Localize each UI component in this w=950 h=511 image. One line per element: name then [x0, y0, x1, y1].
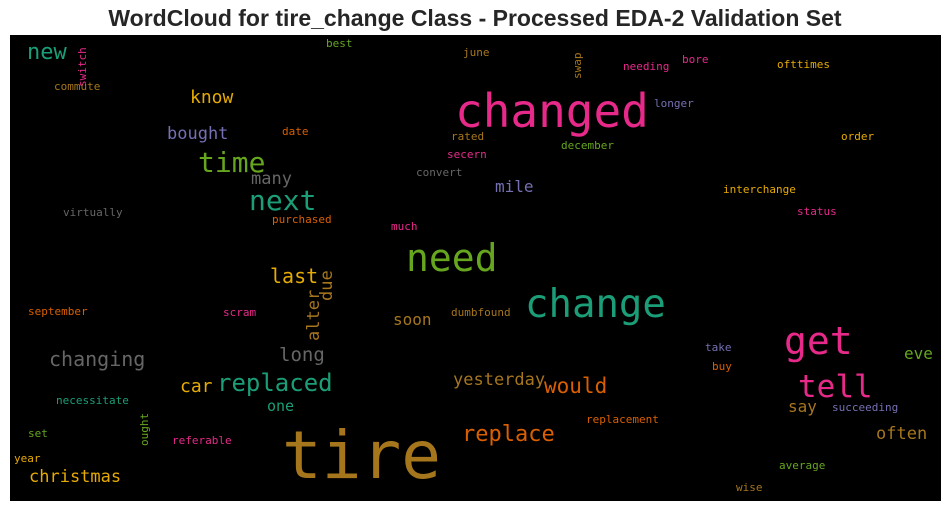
word-tell: tell [798, 369, 873, 405]
word-average: average [779, 459, 826, 472]
word-replace: replace [462, 422, 555, 447]
word-get: get [784, 319, 853, 363]
word-virtually: virtually [63, 206, 123, 219]
word-often: often [876, 424, 928, 444]
word-changing: changing [49, 347, 146, 371]
word-commute: commute [54, 80, 101, 93]
chart-title: WordCloud for tire_change Class - Proces… [108, 5, 842, 31]
word-car: car [180, 376, 213, 397]
word-much: much [391, 220, 418, 233]
word-best: best [326, 37, 353, 50]
word-replaced: replaced [217, 369, 333, 397]
word-rated: rated [451, 130, 485, 143]
word-time: time [198, 146, 266, 179]
word-next: next [249, 184, 317, 217]
word-soon: soon [393, 310, 432, 329]
word-know: know [190, 87, 234, 108]
word-christmas: christmas [29, 467, 122, 487]
word-replacement: replacement [586, 413, 659, 426]
word-last: last [270, 264, 319, 288]
word-ofttimes: ofttimes [777, 58, 830, 71]
word-june: june [463, 46, 490, 59]
word-longer: longer [654, 97, 694, 110]
word-date: date [282, 125, 309, 138]
word-one: one [267, 397, 295, 415]
word-year: year [14, 452, 41, 465]
word-yesterday: yesterday [453, 370, 546, 390]
word-wise: wise [736, 481, 763, 494]
word-purchased: purchased [272, 213, 332, 226]
word-tire: tire [282, 417, 441, 494]
word-new: new [27, 40, 67, 65]
word-referable: referable [172, 434, 232, 447]
word-ought: ought [138, 412, 151, 446]
word-december: december [561, 139, 614, 152]
word-convert: convert [416, 166, 463, 179]
word-many: many [251, 169, 292, 189]
word-set: set [28, 427, 48, 440]
word-succeeding: succeeding [832, 401, 899, 414]
word-changed: changed [455, 84, 649, 138]
word-necessitate: necessitate [56, 394, 129, 407]
word-status: status [797, 205, 837, 218]
word-mile: mile [495, 177, 534, 196]
word-change: change [525, 282, 666, 327]
word-eve: eve [904, 344, 933, 363]
word-scram: scram [223, 306, 257, 319]
word-secern: secern [447, 148, 487, 161]
word-bought: bought [167, 124, 229, 144]
word-order: order [841, 130, 875, 143]
word-cloud: tire changed change need get tell time n… [10, 35, 941, 501]
word-bore: bore [682, 53, 709, 66]
word-buy: buy [712, 360, 732, 373]
word-swap: swap [571, 52, 584, 80]
word-september: september [28, 305, 88, 318]
word-say: say [788, 397, 817, 416]
word-need: need [406, 236, 498, 280]
word-needing: needing [623, 60, 670, 73]
word-take: take [705, 341, 732, 354]
word-would: would [544, 374, 608, 398]
word-interchange: interchange [723, 183, 796, 196]
word-long: long [279, 344, 325, 366]
word-due: due [317, 270, 337, 301]
word-dumbfound: dumbfound [451, 306, 511, 319]
